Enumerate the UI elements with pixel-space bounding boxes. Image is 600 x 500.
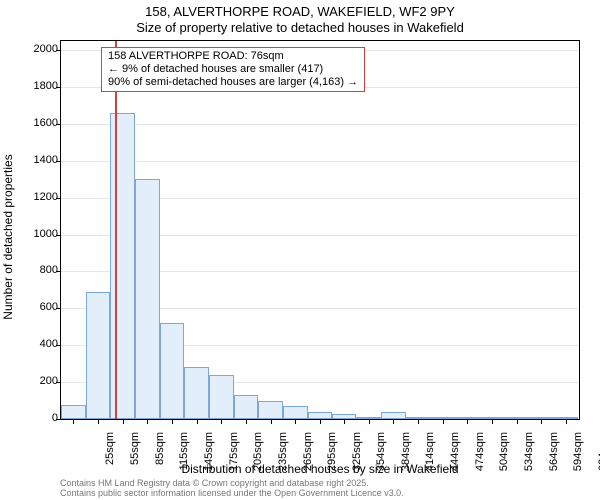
histogram-bar [209,375,234,419]
x-tick-label: 474sqm [474,432,486,472]
x-tick-mark [517,419,518,424]
x-tick-mark [147,419,148,424]
annotation-line-3: 90% of semi-detached houses are larger (… [108,76,358,89]
y-tick-label: 200 [8,375,58,387]
x-tick-mark [344,419,345,424]
histogram-bar [381,412,406,419]
x-tick-label: 145sqm [203,432,215,472]
x-tick-mark [221,419,222,424]
x-tick-mark [123,419,124,424]
x-tick-label: 265sqm [302,432,314,472]
title-line-2: Size of property relative to detached ho… [0,20,600,35]
footer-text: Contains HM Land Registry data © Crown c… [60,478,404,498]
x-tick-mark [443,419,444,424]
x-tick-mark [566,419,567,424]
footer-line-2: Contains public sector information licen… [60,488,404,498]
x-tick-mark [246,419,247,424]
y-tick-label: 400 [8,338,58,350]
histogram-bar [160,323,185,419]
reference-line [115,41,117,419]
x-tick-label: 444sqm [449,432,461,472]
x-tick-label: 235sqm [277,432,289,472]
x-tick-label: 414sqm [424,432,436,472]
x-tick-label: 384sqm [400,432,412,472]
x-tick-mark [541,419,542,424]
x-tick-label: 354sqm [375,432,387,472]
annotation-line-2: ← 9% of detached houses are smaller (417… [108,63,358,76]
y-tick-label: 1000 [8,228,58,240]
x-tick-label: 564sqm [548,432,560,472]
y-tick-label: 600 [8,301,58,313]
histogram-bar [258,401,283,419]
x-tick-label: 504sqm [498,432,510,472]
x-tick-mark [492,419,493,424]
histogram-bar [283,406,308,419]
x-tick-mark [73,419,74,424]
x-tick-label: 25sqm [104,432,116,472]
x-tick-mark [393,419,394,424]
x-tick-label: 85sqm [154,432,166,472]
x-tick-mark [98,419,99,424]
y-tick-label: 2000 [8,43,58,55]
footer-line-1: Contains HM Land Registry data © Crown c… [60,478,404,488]
x-tick-mark [295,419,296,424]
x-tick-mark [197,419,198,424]
histogram-bar [234,395,259,419]
histogram-bar [110,113,135,419]
x-tick-label: 295sqm [326,432,338,472]
x-tick-mark [369,419,370,424]
x-tick-label: 115sqm [178,432,190,472]
y-tick-label: 1600 [8,117,58,129]
x-tick-label: 534sqm [523,432,535,472]
histogram-bar [135,179,160,419]
histogram-bar [61,405,86,419]
histogram-bar [184,367,209,419]
title-line-1: 158, ALVERTHORPE ROAD, WAKEFIELD, WF2 9P… [0,4,600,19]
chart-container: 158, ALVERTHORPE ROAD, WAKEFIELD, WF2 9P… [0,0,600,500]
x-tick-mark [271,419,272,424]
gridline [61,161,579,162]
x-tick-mark [467,419,468,424]
y-tick-label: 1200 [8,191,58,203]
y-tick-label: 0 [8,412,58,424]
gridline [61,124,579,125]
histogram-bar [86,292,111,419]
x-tick-label: 175sqm [228,432,240,472]
x-tick-mark [172,419,173,424]
x-tick-label: 594sqm [572,432,584,472]
x-tick-label: 325sqm [351,432,363,472]
y-tick-label: 1400 [8,154,58,166]
x-tick-mark [418,419,419,424]
plot-area: 158 ALVERTHORPE ROAD: 76sqm ← 9% of deta… [60,40,580,420]
x-tick-label: 55sqm [129,432,141,472]
histogram-bar [308,412,333,419]
x-tick-label: 205sqm [252,432,264,472]
x-tick-mark [320,419,321,424]
annotation-box: 158 ALVERTHORPE ROAD: 76sqm ← 9% of deta… [101,47,365,92]
y-tick-label: 1800 [8,80,58,92]
y-tick-label: 800 [8,264,58,276]
annotation-line-1: 158 ALVERTHORPE ROAD: 76sqm [108,50,358,63]
